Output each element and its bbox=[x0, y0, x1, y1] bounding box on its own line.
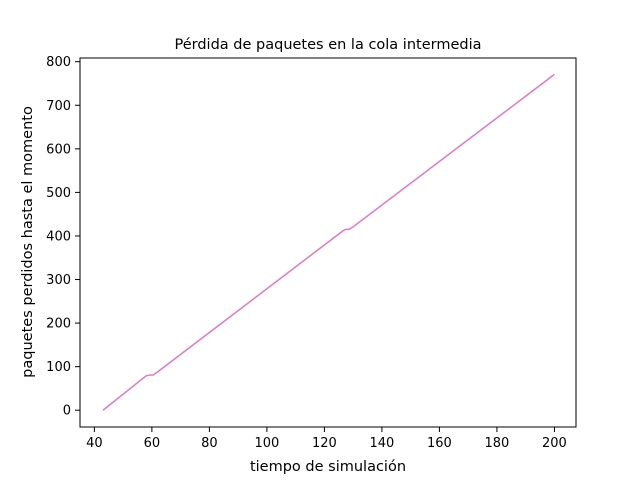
y-tick-label: 200 bbox=[46, 317, 71, 332]
chart-title: Pérdida de paquetes en la cola intermedi… bbox=[175, 37, 482, 53]
y-axis-label: paquetes perdidos hasta el momento bbox=[20, 106, 36, 378]
x-tick-label: 80 bbox=[201, 436, 218, 451]
y-tick-label: 800 bbox=[46, 55, 71, 70]
y-tick-label: 400 bbox=[46, 229, 71, 244]
x-tick-label: 160 bbox=[427, 436, 452, 451]
y-tick-label: 500 bbox=[46, 186, 71, 201]
x-tick-label: 120 bbox=[312, 436, 337, 451]
x-axis-ticks: 40 60 80 100 120 140 160 180 200 bbox=[86, 427, 567, 451]
x-tick-label: 100 bbox=[254, 436, 279, 451]
x-tick-label: 40 bbox=[86, 436, 103, 451]
series-line-0 bbox=[102, 73, 555, 411]
y-tick-label: 600 bbox=[46, 142, 71, 157]
x-tick-label: 140 bbox=[369, 436, 394, 451]
x-tick-label: 200 bbox=[542, 436, 567, 451]
y-tick-label: 0 bbox=[63, 404, 71, 419]
y-tick-label: 100 bbox=[46, 360, 71, 375]
y-tick-label: 300 bbox=[46, 273, 71, 288]
axes-frame bbox=[79, 57, 577, 428]
plot-area bbox=[102, 73, 555, 411]
y-tick-label: 700 bbox=[46, 99, 71, 114]
x-tick-label: 180 bbox=[485, 436, 510, 451]
x-axis-label: tiempo de simulación bbox=[250, 459, 406, 475]
x-tick-label: 60 bbox=[144, 436, 161, 451]
y-axis-ticks: 0 100 200 300 400 500 600 700 800 bbox=[46, 55, 80, 419]
